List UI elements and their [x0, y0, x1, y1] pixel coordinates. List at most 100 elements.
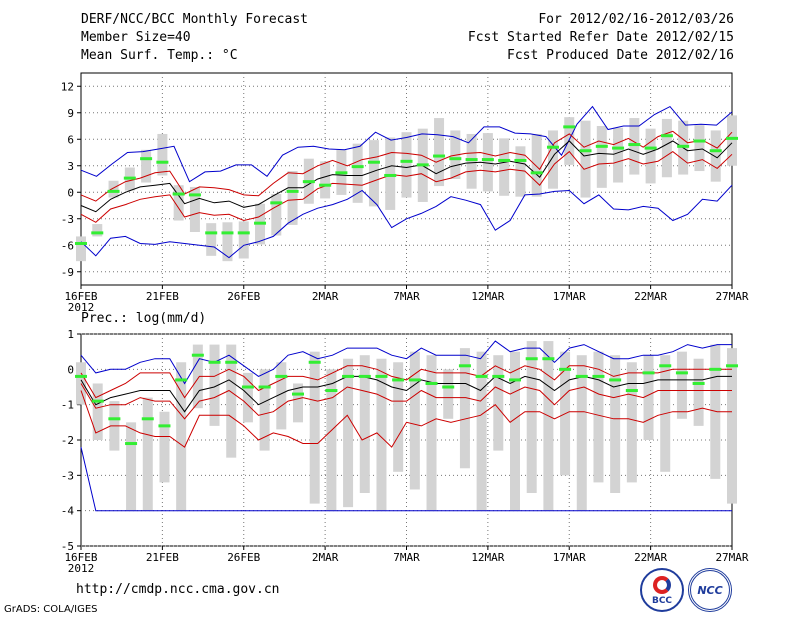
- prec-box-8: [209, 344, 220, 426]
- temp-mean-marker-5: [156, 160, 169, 164]
- temp-box-15: [320, 161, 331, 199]
- prec-box-34: [643, 355, 654, 440]
- temp-mean-marker-13: [286, 189, 299, 193]
- temp-mean-marker-8: [205, 231, 218, 235]
- temp-box-34: [629, 118, 640, 175]
- temp-box-32: [596, 126, 607, 188]
- temp-box-36: [661, 118, 672, 178]
- temp-mean-marker-19: [384, 173, 397, 177]
- temp-box-13: [287, 171, 298, 225]
- prec-mean-marker-26: [509, 378, 521, 382]
- prec-box-31: [593, 351, 604, 483]
- prec-mean-marker-17: [358, 374, 371, 378]
- temp-ytick-label: 6: [67, 133, 74, 146]
- prec-box-1: [92, 383, 103, 440]
- prec-mean-marker-7: [191, 353, 204, 357]
- prec-mean-marker-37: [692, 381, 705, 385]
- temp-box-39: [710, 130, 721, 182]
- prec-mean-marker-12: [275, 374, 288, 378]
- temp-ytick-label: -6: [61, 239, 74, 252]
- prec-mean-marker-20: [408, 378, 421, 382]
- prec-box-20: [409, 351, 420, 490]
- prec-ytick-label: -2: [61, 434, 74, 447]
- prec-box-17: [359, 355, 370, 493]
- temp-mean-marker-12: [270, 201, 283, 205]
- prec-mean-marker-29: [559, 367, 572, 371]
- temp-box-28: [531, 133, 542, 197]
- prec-box-39: [727, 348, 737, 504]
- temp-box-38: [694, 125, 705, 172]
- prec-box-4: [142, 397, 153, 511]
- source-url[interactable]: http://cmdp.ncc.cma.gov.cn: [76, 582, 280, 597]
- temp-lower-line: [80, 150, 733, 223]
- temp-box-40: [727, 115, 737, 166]
- prec-lower-line: [80, 383, 732, 420]
- temp-mean-marker-2: [107, 189, 120, 193]
- temp-mean-marker-39: [709, 149, 722, 153]
- prec-xtick-label: 7MAR: [393, 551, 420, 564]
- prec-xtick-year: 2012: [68, 562, 95, 575]
- prec-box-36: [676, 351, 687, 419]
- temp-median-line: [80, 140, 733, 213]
- temp-mean-marker-16: [335, 171, 348, 175]
- prec-xtick-label: 22MAR: [634, 551, 667, 564]
- prec-mean-marker-32: [609, 378, 622, 382]
- temp-mean-marker-18: [367, 160, 380, 164]
- prec-xtick-label: 27MAR: [715, 551, 748, 564]
- temp-box-5: [157, 133, 168, 176]
- temp-mean-marker-22: [433, 154, 446, 158]
- prec-box-19: [393, 362, 404, 472]
- prec-box-22: [443, 369, 454, 419]
- temp-mean-marker-38: [693, 139, 706, 143]
- prec-mean-marker-16: [342, 374, 355, 378]
- temp-xtick-label: 22MAR: [634, 290, 667, 303]
- prec-box-5: [159, 411, 170, 483]
- temp-box-9: [222, 222, 233, 262]
- temp-mean-marker-30: [563, 125, 576, 129]
- prec-mean-marker-27: [525, 357, 538, 361]
- temp-ytick-label: 9: [67, 107, 74, 120]
- temp-xtick-year: 2012: [68, 301, 95, 314]
- temp-xtick-label: 27MAR: [715, 290, 748, 303]
- temp-mean-marker-17: [351, 165, 364, 169]
- member-size: Member Size=40: [81, 30, 191, 45]
- prec-box-30: [576, 355, 587, 511]
- prec-ytick-label: -4: [61, 505, 75, 518]
- prec-box-25: [493, 355, 504, 451]
- variable-label-temp: Mean Surf. Temp.: °C: [81, 48, 238, 63]
- temp-box-23: [450, 130, 461, 179]
- forecast-started-date: Fcst Started Refer Date 2012/02/15: [467, 30, 734, 45]
- temp-box-20: [401, 132, 412, 198]
- prec-mean-marker-10: [241, 385, 254, 389]
- prec-box-0: [76, 362, 86, 405]
- prec-mean-marker-33: [625, 389, 638, 393]
- prec-box-24: [476, 351, 487, 511]
- prec-mean-marker-14: [308, 360, 321, 364]
- forecast-produced-date: Fcst Produced Date 2012/02/16: [507, 48, 734, 63]
- prec-ytick-label: 1: [67, 328, 74, 341]
- temp-box-18: [368, 140, 379, 207]
- temp-upper-line: [80, 130, 733, 202]
- temp-mean-marker-21: [416, 163, 429, 167]
- temp-ytick-label: -3: [61, 213, 74, 226]
- temp-box-33: [613, 127, 624, 183]
- prec-box-23: [459, 348, 470, 469]
- temp-box-0: [76, 236, 86, 262]
- prec-mean-marker-6: [175, 378, 188, 382]
- temp-min-line: [80, 184, 733, 259]
- temp-box-17: [352, 143, 363, 203]
- prec-mean-marker-1: [91, 399, 104, 403]
- temp-box-8: [206, 223, 217, 256]
- temp-max-line: [80, 105, 733, 183]
- prec-box-32: [610, 355, 621, 493]
- temp-mean-marker-29: [546, 145, 559, 149]
- prec-box-13: [293, 383, 303, 423]
- prec-xtick-label: 17MAR: [553, 551, 586, 564]
- prec-mean-marker-4: [141, 417, 154, 421]
- bcc-logo: BCC: [640, 568, 684, 612]
- temp-mean-marker-11: [254, 221, 267, 225]
- prec-box-26: [510, 351, 520, 511]
- prec-ytick-label: 0: [67, 363, 74, 376]
- temp-box-1: [92, 224, 103, 237]
- prec-box-14: [309, 351, 320, 504]
